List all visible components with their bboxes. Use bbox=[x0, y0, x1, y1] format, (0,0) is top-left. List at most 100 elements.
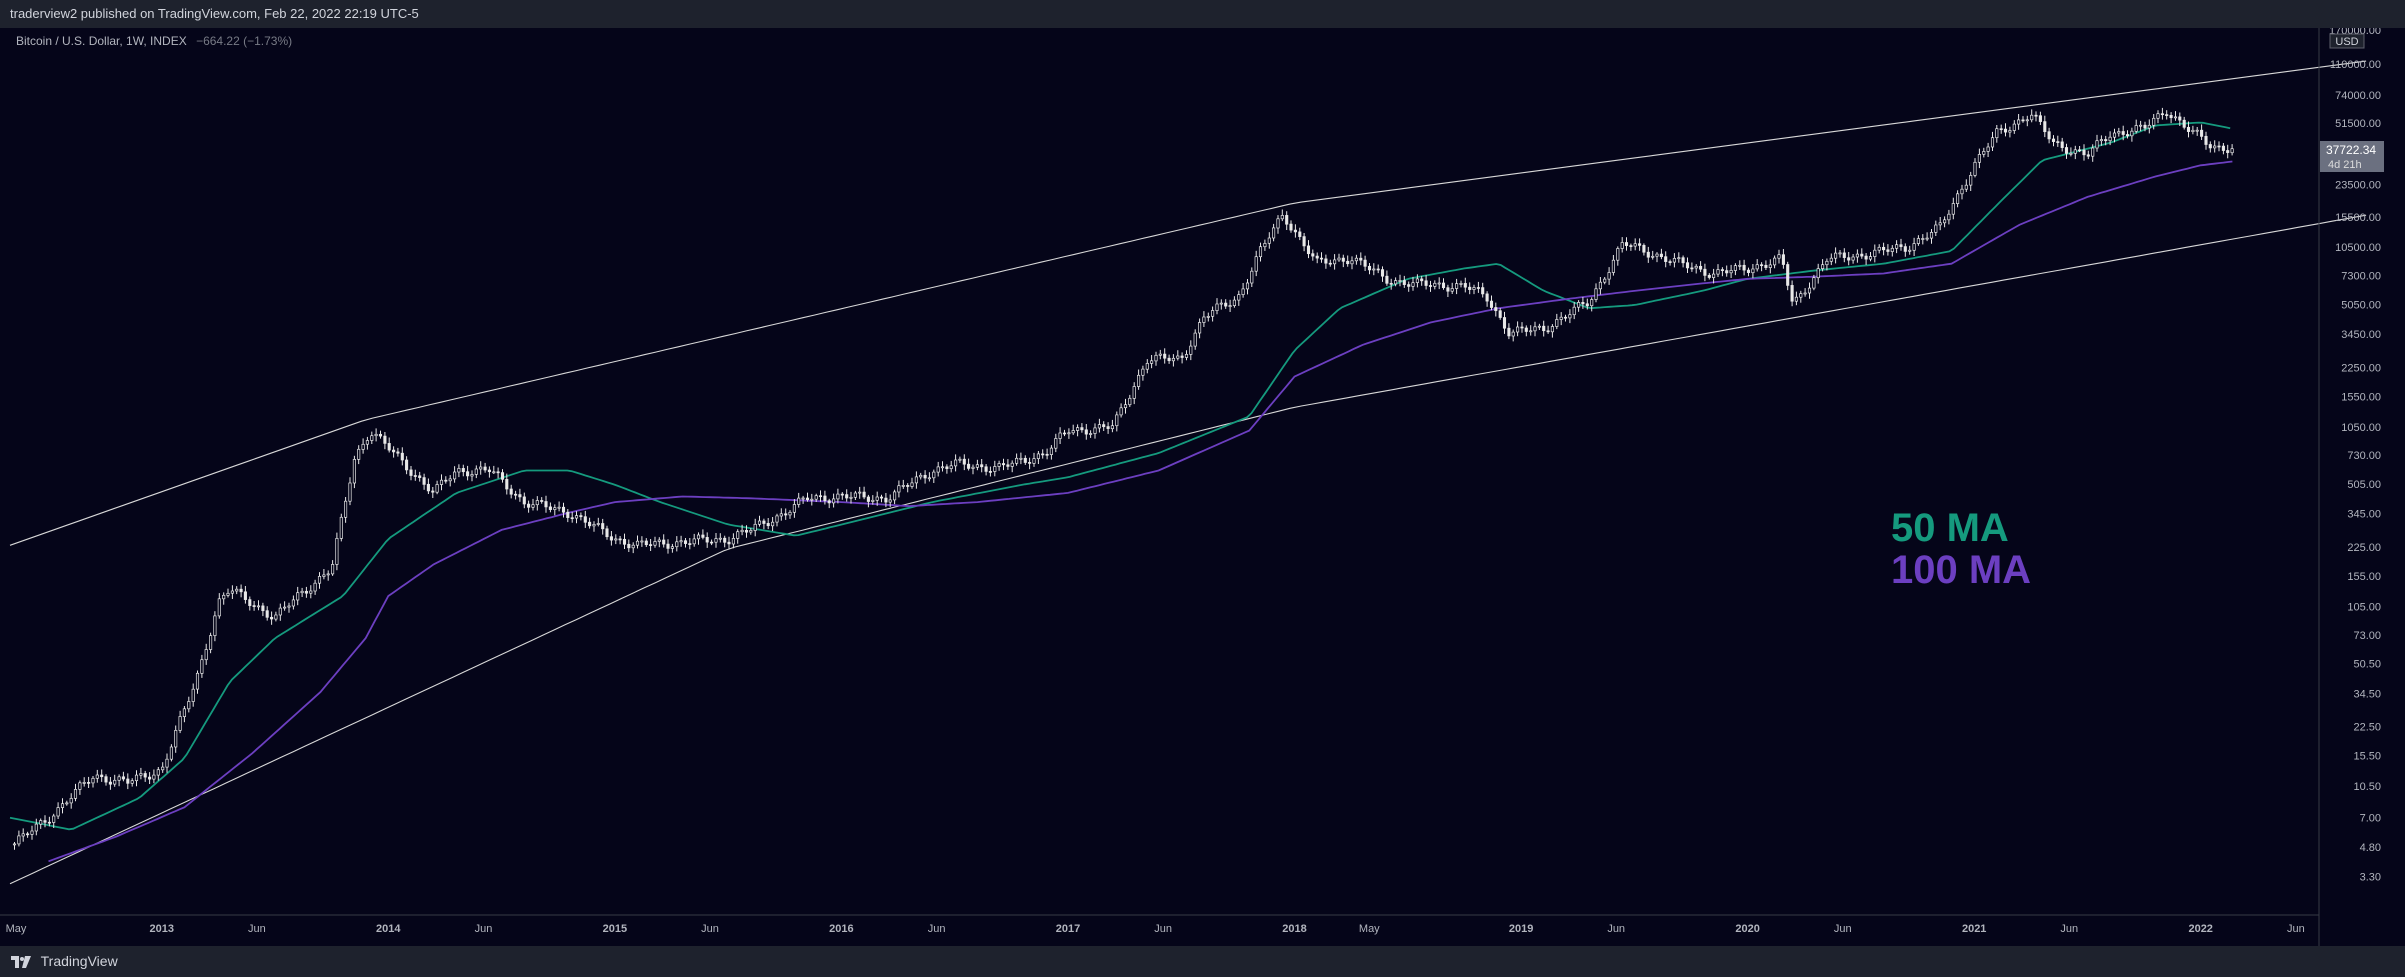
candle bbox=[182, 706, 186, 723]
candle-body bbox=[2147, 124, 2151, 129]
candle bbox=[1812, 274, 1816, 291]
candle-body bbox=[640, 540, 644, 543]
candle-body bbox=[553, 507, 557, 510]
candle-body bbox=[1337, 257, 1341, 261]
candle-body bbox=[1951, 203, 1955, 215]
candle bbox=[718, 533, 722, 543]
candle bbox=[1995, 125, 1999, 143]
candle-body bbox=[426, 483, 430, 492]
candle bbox=[296, 586, 300, 606]
candle-body bbox=[1607, 272, 1611, 280]
candle-body bbox=[1245, 282, 1250, 290]
candle-body bbox=[1324, 258, 1328, 264]
candle bbox=[1502, 311, 1507, 334]
candle-body bbox=[862, 491, 866, 498]
candle-body bbox=[2156, 113, 2160, 119]
candle-body bbox=[1581, 302, 1585, 305]
price-chart[interactable]: 170000.00 110000.00 74000.00 51500.00 23500.… bbox=[0, 28, 2405, 946]
candle-body bbox=[1934, 224, 1938, 233]
candle bbox=[1786, 261, 1790, 291]
price-tick-label: 3.30 bbox=[2360, 871, 2381, 883]
candle-body bbox=[1546, 330, 1550, 333]
candle bbox=[1415, 274, 1419, 288]
publisher-text: traderview2 published on TradingView.com… bbox=[10, 6, 419, 21]
candle-body bbox=[1703, 268, 1707, 276]
candle bbox=[1219, 299, 1223, 310]
candle-body bbox=[771, 521, 775, 527]
candle-body bbox=[113, 779, 117, 785]
candle bbox=[727, 536, 731, 549]
candle bbox=[1799, 290, 1803, 303]
candle-body bbox=[1420, 278, 1424, 282]
candle-body bbox=[1472, 287, 1476, 290]
candle bbox=[644, 538, 648, 547]
candle bbox=[178, 710, 182, 734]
candle-body bbox=[26, 833, 30, 836]
candle bbox=[1289, 220, 1293, 233]
candle-body bbox=[300, 590, 304, 594]
ma50-annotation: 50 MA bbox=[1891, 506, 2009, 550]
candle bbox=[278, 603, 282, 621]
candle-body bbox=[757, 520, 762, 525]
candle bbox=[56, 802, 60, 819]
candle bbox=[1947, 209, 1951, 225]
candle-body bbox=[230, 590, 234, 594]
candle-body bbox=[596, 523, 600, 525]
candle bbox=[518, 488, 522, 502]
candle bbox=[1346, 255, 1350, 267]
candle-body bbox=[335, 538, 339, 565]
candle-body bbox=[675, 541, 679, 548]
candle bbox=[309, 585, 313, 599]
price-tick-label: 51500.00 bbox=[2335, 118, 2381, 130]
candle-body bbox=[1855, 253, 1859, 258]
candle bbox=[1847, 252, 1851, 266]
time-axis[interactable]: May 2013 Jun 2014 Jun 2015 Jun 2016 Jun 2017 Jun 20… bbox=[6, 923, 2305, 935]
candle bbox=[566, 509, 570, 523]
candle-body bbox=[1533, 326, 1537, 332]
candle bbox=[470, 470, 474, 482]
candle bbox=[906, 483, 910, 493]
candle bbox=[1581, 296, 1585, 309]
candle-body bbox=[117, 776, 121, 781]
candle bbox=[1180, 352, 1184, 364]
candle-body bbox=[2078, 149, 2082, 152]
price-tick-label: 505.00 bbox=[2347, 479, 2381, 491]
candle bbox=[940, 461, 945, 472]
price-tick-label: 74000.00 bbox=[2335, 90, 2381, 102]
candle bbox=[1254, 250, 1258, 277]
candle bbox=[1354, 254, 1358, 265]
candle-body bbox=[317, 576, 322, 584]
svg-text:USD: USD bbox=[2335, 36, 2358, 48]
price-axis[interactable]: 170000.00 110000.00 74000.00 51500.00 23500.… bbox=[2329, 28, 2381, 883]
candle-body bbox=[2030, 114, 2034, 121]
candle-body bbox=[1751, 268, 1755, 274]
candle-body bbox=[2008, 130, 2012, 133]
candle-body bbox=[766, 523, 770, 527]
candle bbox=[544, 495, 548, 513]
ma100-annotation: 100 MA bbox=[1891, 548, 2032, 592]
candle bbox=[1245, 279, 1250, 295]
candle-body bbox=[1224, 302, 1228, 307]
candle bbox=[614, 534, 618, 545]
candle-body bbox=[392, 449, 396, 453]
candle-body bbox=[235, 588, 239, 592]
candle bbox=[967, 458, 971, 471]
moving-averages bbox=[9, 121, 2233, 863]
candle bbox=[1842, 248, 1846, 263]
symbol-legend: Bitcoin / U.S. Dollar, 1W, INDEX −664.22… bbox=[16, 34, 292, 48]
candle-body bbox=[1080, 427, 1084, 431]
candle bbox=[1629, 243, 1633, 251]
candle bbox=[757, 515, 762, 527]
candle bbox=[1428, 280, 1433, 292]
candle-body bbox=[178, 716, 182, 731]
candle bbox=[1712, 268, 1716, 284]
candle bbox=[1655, 252, 1659, 263]
candle-body bbox=[374, 433, 378, 437]
candle-body bbox=[1319, 257, 1324, 260]
candle bbox=[222, 592, 226, 605]
candle-body bbox=[823, 495, 827, 502]
candle bbox=[378, 430, 383, 439]
candle-body bbox=[1184, 354, 1189, 358]
candle bbox=[1293, 224, 1297, 238]
candle-body bbox=[1733, 265, 1737, 271]
